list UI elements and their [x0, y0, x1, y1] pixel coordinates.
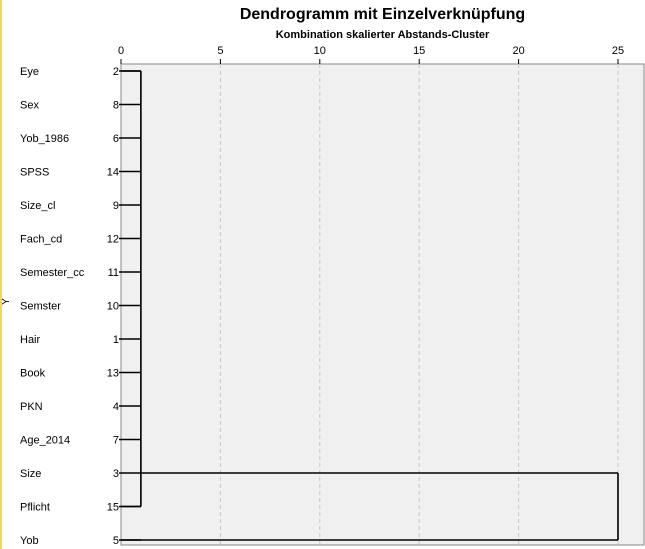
leaf-id: 14 [107, 167, 119, 179]
leaf-label: Sex [20, 100, 39, 112]
leaf-id: 7 [113, 435, 119, 447]
x-axis-label: Kombination skalierter Abstands-Cluster [275, 29, 490, 41]
x-tick-label: 5 [217, 45, 223, 57]
leaf-id: 8 [113, 100, 119, 112]
x-tick-label: 10 [314, 45, 326, 57]
leaf-id: 9 [113, 200, 119, 212]
leaf-label: Pflicht [20, 502, 50, 514]
x-tick-label: 15 [413, 45, 425, 57]
leaf-id: 11 [108, 267, 119, 279]
leaf-label: Book [20, 368, 46, 380]
leaf-label: PKN [20, 401, 43, 413]
leaf-label: Size [20, 468, 41, 480]
x-tick-label: 20 [512, 45, 524, 57]
x-tick-label: 0 [118, 45, 124, 57]
leaf-label: Hair [20, 334, 41, 346]
leaf-id: 3 [113, 468, 119, 480]
leaf-label: Semster [20, 301, 61, 313]
leaf-id: 15 [107, 502, 119, 514]
leaf-label: Semester_cc [20, 267, 85, 279]
leaf-id: 10 [107, 301, 119, 313]
leaf-id: 1 [113, 334, 119, 346]
x-tick-label: 25 [612, 45, 624, 57]
leaf-id: 4 [113, 401, 119, 413]
leaf-id: 5 [113, 535, 119, 547]
leaf-label: Fach_cd [20, 234, 62, 246]
leaf-label: Age_2014 [20, 435, 70, 447]
leaf-label: Eye [20, 66, 39, 78]
leaf-id: 2 [113, 66, 119, 78]
leaf-label: Yob_1986 [20, 133, 69, 145]
window-edge [0, 0, 2, 549]
chart-title: Dendrogramm mit Einzelverknüpfung [239, 6, 526, 23]
leaf-label: SPSS [20, 167, 49, 179]
plot-area [120, 63, 645, 546]
leaf-id: 6 [113, 133, 119, 145]
leaf-label: Yob [20, 535, 39, 547]
leaf-id: 12 [107, 234, 119, 246]
leaf-label: Size_cl [20, 200, 55, 212]
leaf-id: 13 [107, 368, 119, 380]
